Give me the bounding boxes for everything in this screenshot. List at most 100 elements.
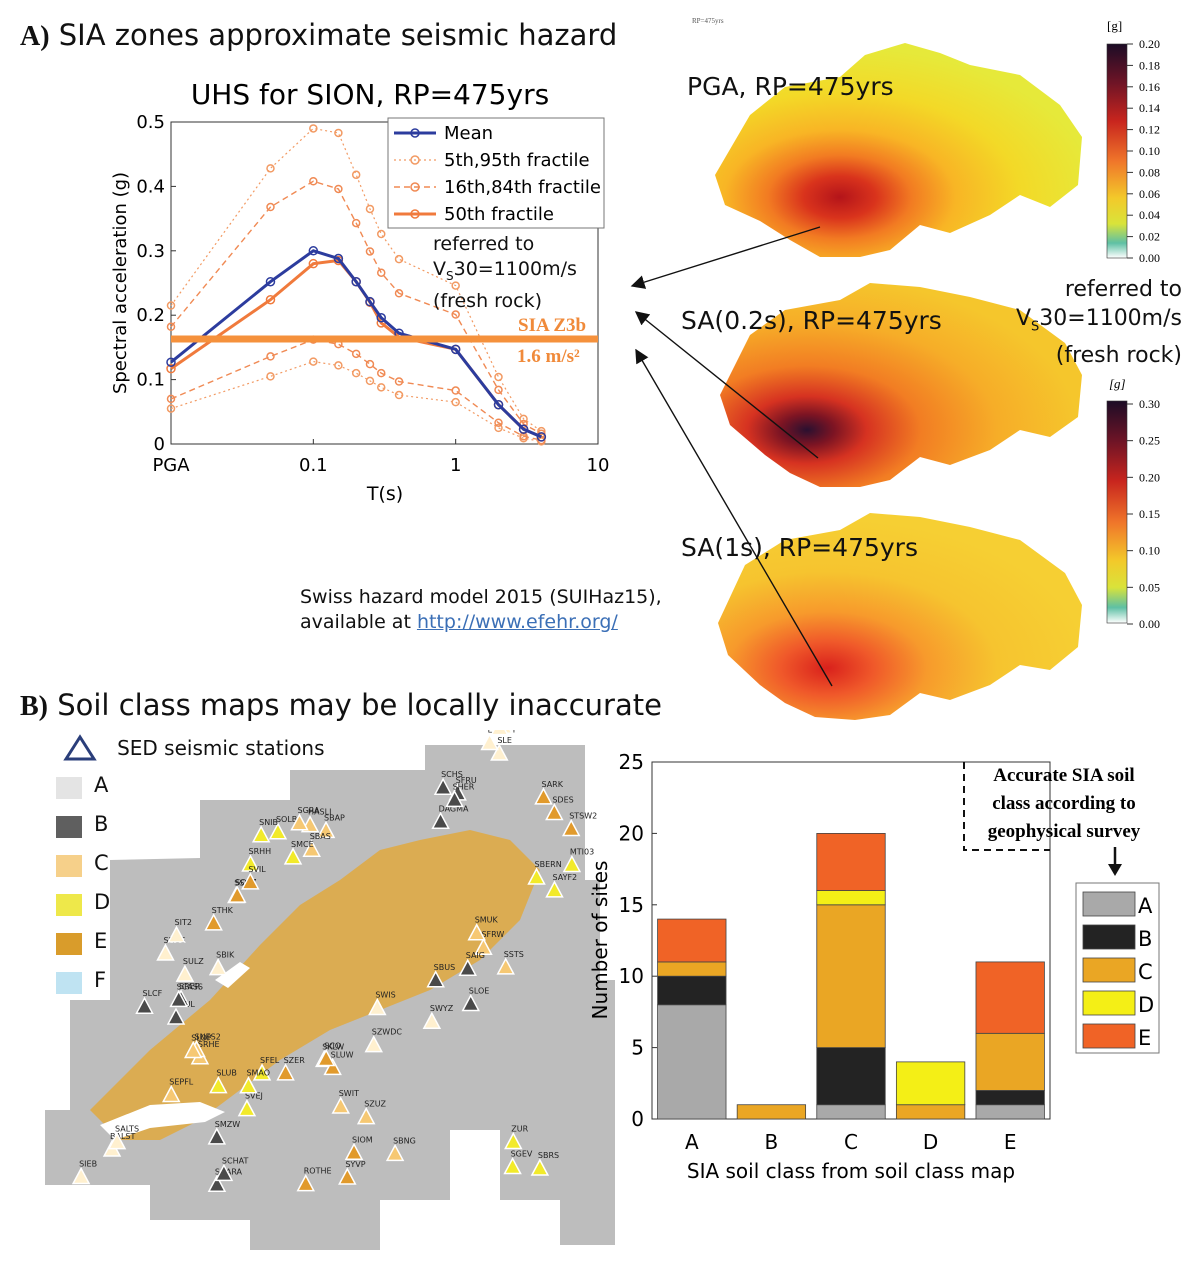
uhs-lines: [166, 124, 547, 446]
uhs-data-point: [265, 276, 276, 287]
station-marker: [175, 964, 195, 982]
legend-arrow-head: [1108, 864, 1122, 876]
bar-legend-title-2: class according to: [992, 793, 1136, 814]
uhs-x-tick-label: 10: [587, 455, 610, 476]
uhs-data-point: [494, 385, 503, 395]
station-marker: [239, 1076, 258, 1094]
soil-legend-label: C: [94, 851, 109, 875]
station-label: SCO: [324, 1041, 341, 1050]
uhs-x-tick-label: 0.1: [299, 455, 328, 476]
station-label: SBUS: [434, 963, 456, 972]
station-marker: [296, 1174, 316, 1192]
section-a-title-text: SIA zones approximate seismic hazard: [58, 18, 618, 52]
bar-segment: [816, 1104, 886, 1120]
station-label: SBERN: [535, 860, 562, 869]
bar-segment: [816, 904, 886, 1049]
uhs-legend-label: 5th,95th fractile: [444, 150, 590, 171]
station-marker: [251, 825, 271, 843]
colorbar-tick-label: 0.16: [1139, 80, 1160, 94]
legend-bracket: [963, 762, 1050, 851]
bar-segment: [816, 890, 886, 906]
station-label: ROTHE: [304, 1167, 332, 1176]
uhs-data-point: [450, 344, 461, 355]
station-marker: [433, 777, 453, 795]
station-label: SWIS: [375, 991, 395, 1000]
station-marker: [162, 1084, 181, 1103]
bar-ticks: 0 5 10 15 20 25 A B C D E: [619, 750, 1017, 1154]
uhs-data-point: [351, 218, 361, 228]
bar-legend-swatch: [1082, 990, 1136, 1016]
station-marker: [458, 958, 477, 976]
bar-y-tick-label: 5: [631, 1036, 644, 1060]
station-label: SMAO: [246, 1069, 270, 1078]
station-label: SBRS: [538, 1151, 559, 1160]
soil-legend-label: A: [94, 773, 109, 797]
station-marker: [167, 925, 186, 943]
soil-legend-row: C: [56, 851, 126, 881]
station-legend-label: SED seismic stations: [117, 736, 325, 760]
section-a-title: A) SIA zones approximate seismic hazard: [20, 18, 617, 53]
colorbar-tick-label: 0.10: [1139, 144, 1160, 158]
colorbar1-unit: [g]: [1107, 18, 1122, 33]
station-triangle-icon: [63, 734, 97, 761]
station-marker: [268, 822, 288, 840]
colorbar-tick-label: 0.25: [1139, 434, 1160, 448]
uhs-y-tick-label: 0.2: [136, 305, 165, 326]
station-marker: [283, 847, 303, 865]
uhs-data-point: [451, 281, 460, 290]
ref-note-line1: referred to: [433, 233, 535, 255]
uhs-data-point: [394, 377, 404, 386]
colorbar2-unit: [g]: [1109, 376, 1126, 391]
lake-neuchatel: [215, 962, 250, 988]
uhs-data-point: [266, 352, 275, 361]
station-label: SBIK: [216, 951, 235, 960]
station-marker: [364, 1035, 384, 1053]
uhs-data-point: [351, 276, 361, 287]
bar-segment: [975, 1090, 1045, 1106]
uhs-legend-marker: [410, 155, 420, 165]
uhs-data-point: [518, 424, 529, 434]
station-marker: [561, 818, 581, 837]
station-label: SLCF: [143, 989, 163, 998]
uhs-data-point: [266, 372, 275, 381]
bar-legend-label: B: [1138, 927, 1152, 951]
bar-legend-label: E: [1138, 1026, 1151, 1050]
station-label: SRER: [179, 982, 201, 991]
colorbar1: [1106, 43, 1128, 259]
station-marker: [504, 1131, 523, 1150]
bar-x-tick-label: E: [1004, 1130, 1017, 1154]
station-marker: [209, 1076, 228, 1094]
soil-legend-label: F: [94, 968, 107, 992]
station-marker: [166, 1007, 186, 1025]
station-label: SZWDC: [372, 1028, 403, 1037]
colorbar-tick-label: 0.20: [1139, 470, 1160, 484]
bar-bars: [657, 833, 1045, 1120]
bar-x-tick-label: D: [923, 1130, 938, 1154]
bar-segment: [975, 1104, 1045, 1120]
efehr-link[interactable]: http://www.efehr.org/: [416, 611, 618, 633]
colorbar1-ticks: 0.20 0.18 0.16 0.14 0.12 0.10 0.08 0.06 0.04 0.02…: [1127, 37, 1160, 265]
source-line1: Swiss hazard model 2015 (SUIHaz15),: [300, 586, 662, 608]
colorbar-tick-label: 0.20: [1139, 37, 1160, 51]
uhs-legend: Mean 5th,95th fractile 16th,84th fractile 5…: [387, 117, 605, 229]
uhs-data-point: [308, 246, 319, 256]
arrow-sa02: [634, 311, 819, 459]
bar-segment: [657, 1004, 727, 1120]
arrow-pga: [630, 226, 821, 289]
station-marker: [316, 1048, 336, 1067]
station-label: SFEL: [260, 1056, 280, 1065]
station-label: SLUW: [331, 1050, 354, 1059]
uhs-data-point: [494, 423, 503, 433]
bar-legend-swatch: [1082, 924, 1136, 950]
uhs-data-point: [309, 124, 318, 133]
station-marker: [545, 802, 564, 821]
station-marker: [461, 993, 480, 1012]
station-marker: [207, 1174, 227, 1193]
station-label: SVIL: [248, 865, 266, 874]
bar-segment: [816, 833, 886, 891]
station-marker: [426, 970, 445, 988]
uhs-data-point: [451, 386, 460, 395]
colorbar-tick-label: 0.08: [1139, 165, 1160, 179]
